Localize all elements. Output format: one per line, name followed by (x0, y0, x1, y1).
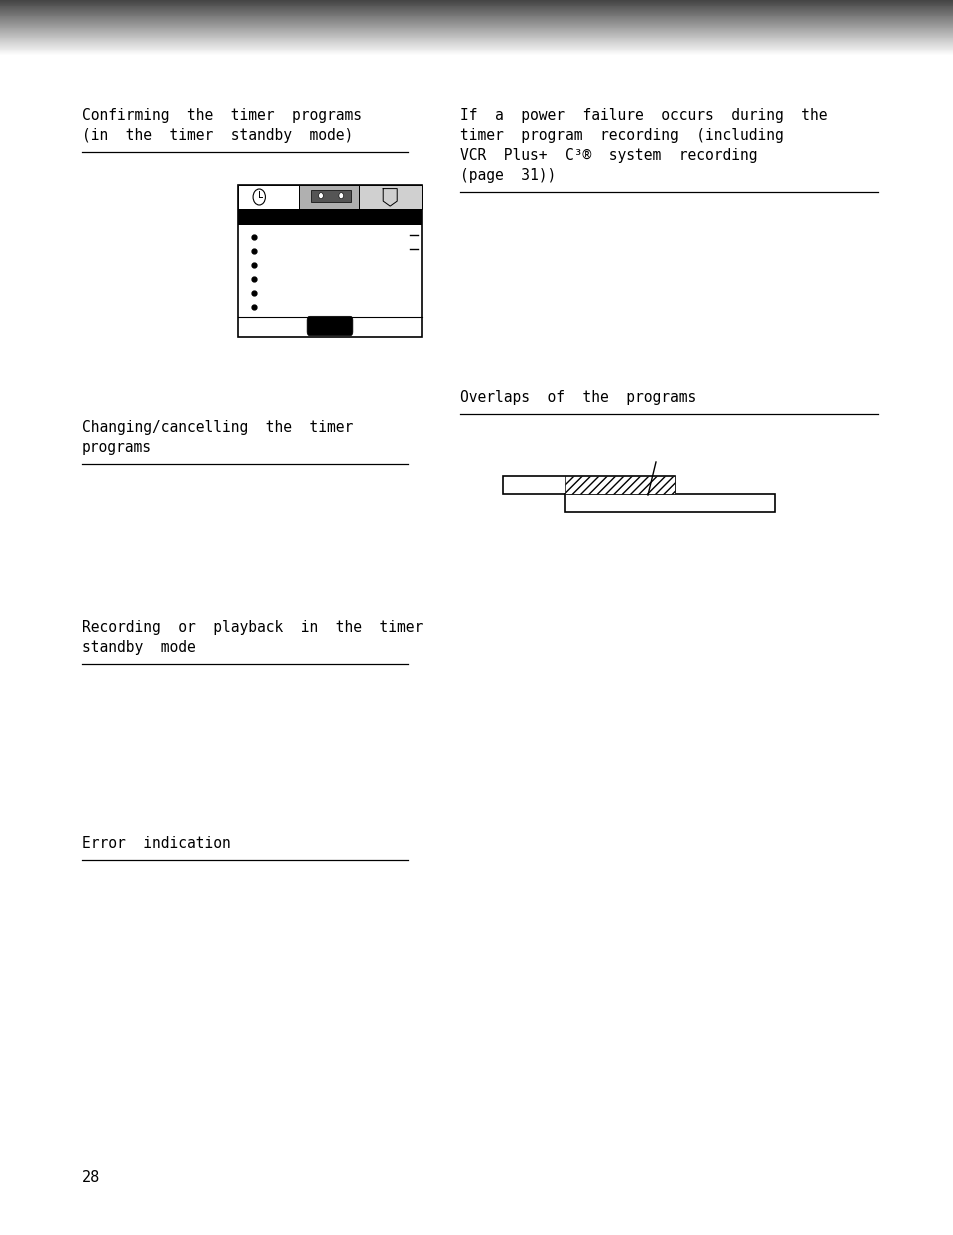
Bar (564, 494, 774, 513)
Bar (359, 185, 421, 209)
Text: Overlaps  of  the  programs: Overlaps of the programs (459, 390, 696, 405)
Text: standby  mode: standby mode (82, 640, 195, 655)
Text: Recording  or  playback  in  the  timer: Recording or playback in the timer (82, 620, 423, 635)
Text: 28: 28 (82, 1170, 100, 1186)
Circle shape (318, 193, 323, 199)
Bar (298, 185, 359, 209)
Text: programs: programs (82, 440, 152, 454)
Text: Confirming  the  timer  programs: Confirming the timer programs (82, 107, 361, 124)
Bar (237, 185, 421, 337)
Text: Error  indication: Error indication (82, 836, 231, 851)
Text: (in  the  timer  standby  mode): (in the timer standby mode) (82, 128, 353, 143)
Text: (page  31)): (page 31)) (459, 168, 556, 183)
Bar (502, 475, 675, 494)
Text: VCR  Plus+  C³®  system  recording: VCR Plus+ C³® system recording (459, 148, 757, 163)
Bar (311, 190, 351, 203)
Bar (237, 209, 421, 225)
Circle shape (253, 189, 265, 205)
Text: If  a  power  failure  occurs  during  the: If a power failure occurs during the (459, 107, 826, 124)
Text: Changing/cancelling  the  timer: Changing/cancelling the timer (82, 420, 353, 435)
FancyBboxPatch shape (307, 316, 353, 336)
Bar (564, 475, 675, 494)
Text: timer  program  recording  (including: timer program recording (including (459, 128, 783, 143)
Circle shape (338, 193, 343, 199)
Bar (237, 185, 298, 209)
